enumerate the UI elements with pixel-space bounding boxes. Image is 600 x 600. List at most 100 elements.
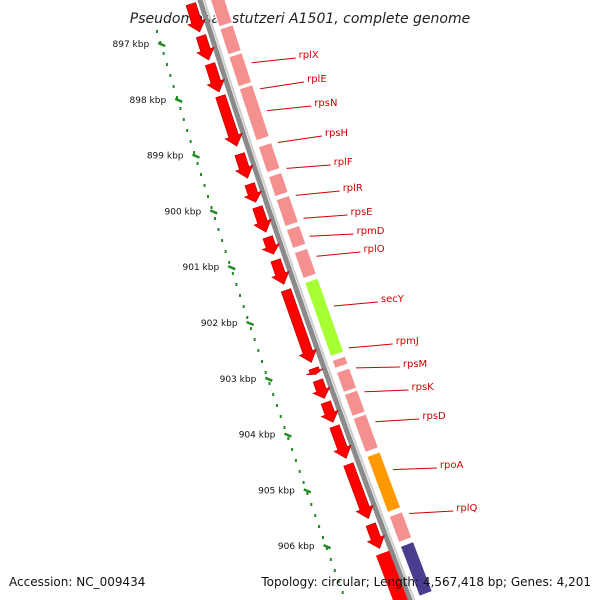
gene-label: rpsK [412, 382, 435, 393]
tick-dot [176, 96, 178, 99]
tick-label: 906 kbp [278, 542, 315, 552]
tick-dot [159, 41, 162, 44]
gene-segment [335, 367, 358, 394]
gene-label: rpsN [314, 98, 337, 109]
tick-dot [200, 173, 202, 176]
label-leader [333, 301, 378, 307]
tick-dot [272, 393, 275, 396]
tick-dot [156, 30, 158, 33]
label-leader [277, 135, 322, 143]
tick-dot [189, 140, 192, 143]
tick-dot [231, 272, 234, 275]
gene-segment [399, 540, 434, 598]
tick-dot [310, 503, 313, 506]
accession-label: Accession: NC_009434 [9, 575, 145, 589]
tick-dot [210, 206, 213, 209]
tick-dot [228, 261, 231, 264]
gene-segment [285, 224, 307, 250]
gene-segment [303, 277, 345, 358]
tick-dot [193, 151, 196, 154]
tick-dots [156, 30, 344, 594]
label-leader [251, 57, 296, 64]
cds-arrow [329, 424, 352, 459]
cds-arrow [243, 182, 263, 203]
tick-dot [322, 536, 324, 539]
gene-label: rpsE [351, 207, 373, 218]
gene-label: rpmD [357, 226, 385, 237]
tick-dot [250, 327, 252, 330]
label-leader [375, 418, 420, 423]
gene-segment [267, 171, 290, 198]
cds-arrow [204, 62, 225, 93]
gene-segment [238, 83, 271, 142]
kbp-ticks: 897 kbp 898 kbp 899 kbp 900 kbp 901 kbp 902 k… [113, 40, 332, 552]
gene-label: rpsM [403, 359, 427, 370]
gene-label: rpsH [325, 128, 348, 139]
cds-arrow [280, 288, 317, 363]
tick-dot [246, 316, 249, 319]
label-leader [316, 251, 361, 257]
tick-dot [172, 85, 175, 88]
cds-arrow [185, 2, 206, 33]
tick-dot [207, 195, 209, 198]
tick-label: 901 kbp [183, 263, 220, 273]
label-leader [309, 233, 354, 237]
label-leader [303, 214, 348, 219]
tick-dot [257, 349, 260, 352]
tick-dot [196, 162, 199, 165]
tick-dot [264, 371, 267, 374]
label-leader [348, 343, 393, 349]
tick-dot [186, 129, 189, 132]
tick-dot [182, 118, 185, 121]
tick-mark [246, 320, 255, 327]
gene-segment [227, 51, 253, 88]
tick-dot [294, 459, 297, 462]
gene-labels: rplX rplE rpsN rpsH rplF rplR rpsE rpmD rplO secY… [251, 50, 478, 514]
tick-dot [314, 514, 317, 517]
tick-dot [287, 437, 290, 440]
gene-label: rplO [364, 244, 385, 255]
cds-arrow [195, 34, 215, 61]
tick-dot [235, 283, 238, 286]
topology-label: Topology: circular; Length: 4,567,418 bp… [260, 575, 591, 589]
tick-dot [224, 250, 227, 253]
tick-dot [239, 294, 241, 297]
tick-dot [169, 74, 172, 77]
cds-arrow [215, 94, 243, 147]
tick-label: 897 kbp [113, 40, 150, 50]
tick-dot [337, 580, 340, 583]
label-leader [364, 389, 409, 393]
gene-label: rplF [334, 157, 353, 168]
gene-segment [352, 413, 380, 454]
tick-mark [323, 544, 332, 550]
tick-dot [203, 184, 206, 187]
tick-dot [306, 492, 309, 495]
map-title: Pseudomonas stutzeri A1501, complete gen… [130, 11, 470, 27]
gene-label: rplX [299, 50, 319, 61]
tick-dot [291, 448, 294, 451]
tick-dot [318, 525, 321, 528]
tick-dot [275, 404, 278, 407]
tick-dot [302, 481, 305, 484]
cds-arrow [376, 550, 408, 600]
gene-segment [388, 510, 413, 544]
tick-mark [283, 432, 292, 438]
tick-mark [264, 376, 273, 382]
cds-arrow [343, 462, 374, 519]
gene-segment [293, 247, 318, 280]
label-leader [409, 510, 454, 514]
cds-arrow [365, 522, 385, 549]
gene-label: secY [381, 294, 405, 305]
gene-segment [331, 355, 349, 370]
gene-segment [209, 0, 234, 28]
gene-label: rpmJ [396, 336, 419, 347]
gene-segment [275, 194, 300, 228]
tick-label: 903 kbp [220, 375, 257, 385]
tick-dot [283, 426, 286, 429]
cds-track [185, 2, 408, 600]
tick-dot [341, 591, 344, 594]
gene-track [209, 0, 434, 598]
tick-mark [192, 153, 200, 159]
gene-segment [257, 141, 281, 174]
